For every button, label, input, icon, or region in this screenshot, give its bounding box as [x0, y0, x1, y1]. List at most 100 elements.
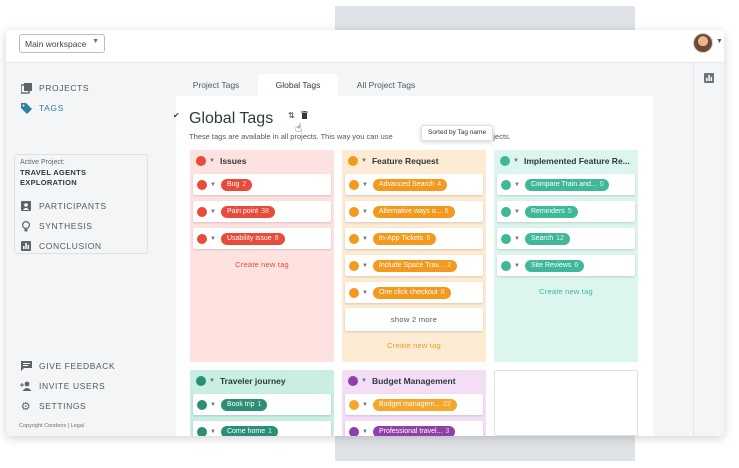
tag-pill[interactable]: Pain point 38 — [220, 205, 275, 218]
chevron-down-icon[interactable]: ▼ — [362, 428, 368, 435]
tag-color-dot[interactable] — [349, 426, 359, 436]
tag-card[interactable]: ▼ Bug 2 — [193, 174, 331, 195]
tag-color-dot[interactable] — [349, 179, 359, 190]
tag-color-dot[interactable] — [197, 179, 207, 190]
new-group-placeholder[interactable] — [494, 370, 638, 436]
tag-pill[interactable]: Professional travel... 3 — [372, 425, 456, 436]
sidebar-item-participants[interactable]: PARTICIPANTS — [20, 196, 142, 216]
tag-pill[interactable]: Include Space Trav... 2 — [372, 259, 457, 272]
chevron-down-icon[interactable]: ▼ — [514, 235, 520, 242]
chevron-down-icon[interactable]: ▼ — [514, 208, 520, 215]
tag-color-dot[interactable] — [349, 233, 359, 244]
chevron-down-icon[interactable]: ▼ — [209, 378, 215, 384]
sort-icon[interactable]: ⇅ — [288, 111, 295, 120]
chevron-down-icon[interactable]: ▼ — [361, 158, 367, 164]
create-new-tag-link[interactable]: Create new tag — [387, 341, 441, 350]
sidebar-item-projects[interactable]: PROJECTS — [20, 78, 89, 98]
tag-card[interactable]: ▼ Include Space Trav... 2 — [345, 255, 483, 276]
tag-card[interactable]: ▼ Usability issue 8 — [193, 228, 331, 249]
tag-color-dot[interactable] — [349, 260, 359, 271]
chevron-down-icon[interactable]: ▼ — [362, 262, 368, 269]
tag-pill[interactable]: Advanced Search 4 — [372, 178, 448, 191]
tag-card[interactable]: ▼ Professional travel... 3 — [345, 421, 483, 436]
tag-pill[interactable]: Budget managem... 22 — [372, 398, 457, 411]
workspace-select[interactable]: Main workspace ▼ — [19, 34, 105, 53]
chevron-down-icon[interactable]: ▼ — [362, 235, 368, 242]
chevron-down-icon[interactable]: ▼ — [716, 38, 723, 45]
group-color-dot[interactable] — [348, 376, 358, 386]
chevron-down-icon[interactable]: ▼ — [513, 158, 519, 164]
tag-color-dot[interactable] — [501, 260, 511, 271]
group-color-dot[interactable] — [500, 156, 510, 166]
tag-pill[interactable]: Compare Train and... 0 — [524, 178, 609, 191]
tag-pill[interactable]: Alternative ways o... 6 — [372, 205, 455, 218]
chevron-down-icon[interactable]: ▼ — [362, 289, 368, 296]
check-icon[interactable]: ✔ — [173, 111, 180, 120]
tag-pill[interactable]: Book trip 1 — [220, 398, 268, 411]
tab-project-tags[interactable]: Project Tags — [192, 80, 240, 90]
chart-icon[interactable] — [704, 73, 714, 83]
tag-color-dot[interactable] — [197, 426, 207, 436]
chevron-down-icon[interactable]: ▼ — [362, 181, 368, 188]
tag-color-dot[interactable] — [197, 206, 207, 217]
tab-global-tags[interactable]: Global Tags — [258, 74, 338, 96]
show-more-button[interactable]: show 2 more — [345, 308, 483, 331]
group-color-dot[interactable] — [196, 156, 206, 166]
create-new-tag-link[interactable]: Create new tag — [235, 260, 289, 269]
chevron-down-icon[interactable]: ▼ — [514, 181, 520, 188]
chevron-down-icon[interactable]: ▼ — [210, 208, 216, 215]
tag-color-dot[interactable] — [501, 233, 511, 244]
tag-color-dot[interactable] — [501, 206, 511, 217]
tag-color-dot[interactable] — [501, 179, 511, 190]
tag-color-dot[interactable] — [349, 206, 359, 217]
chevron-down-icon[interactable]: ▼ — [210, 181, 216, 188]
tag-color-dot[interactable] — [349, 287, 359, 298]
tag-group-name[interactable]: Feature Request — [371, 156, 439, 166]
sidebar-item-tags[interactable]: TAGS — [20, 98, 89, 118]
tag-card[interactable]: ▼ Budget managem... 22 — [345, 394, 483, 415]
avatar[interactable] — [693, 33, 713, 53]
chevron-down-icon[interactable]: ▼ — [361, 378, 367, 384]
tag-color-dot[interactable] — [197, 233, 207, 244]
sidebar-item-conclusion[interactable]: CONCLUSION — [20, 236, 142, 256]
create-new-tag-link[interactable]: Create new tag — [539, 287, 593, 296]
tag-card[interactable]: ▼ Alternative ways o... 6 — [345, 201, 483, 222]
tag-group-name[interactable]: Implemented Feature Re... — [523, 156, 630, 166]
tag-pill[interactable]: Usability issue 8 — [220, 232, 285, 245]
tag-color-dot[interactable] — [349, 399, 359, 410]
tag-group-name[interactable]: Traveler journey — [219, 376, 286, 386]
trash-icon[interactable] — [300, 111, 308, 121]
chevron-down-icon[interactable]: ▼ — [210, 401, 216, 408]
tag-group-name[interactable]: Budget Management — [371, 376, 456, 386]
tag-pill[interactable]: Bug 2 — [220, 178, 253, 191]
tag-card[interactable]: ▼ Pain point 38 — [193, 201, 331, 222]
tag-card[interactable]: ▼ Book trip 1 — [193, 394, 331, 415]
sidebar-item-synthesis[interactable]: SYNTHESIS — [20, 216, 142, 236]
group-color-dot[interactable] — [348, 156, 358, 166]
tag-color-dot[interactable] — [197, 399, 207, 410]
tag-pill[interactable]: Search 12 — [524, 232, 570, 245]
tag-pill[interactable]: Site Reviews 6 — [524, 259, 585, 272]
chevron-down-icon[interactable]: ▼ — [209, 158, 215, 164]
tag-card[interactable]: ▼ Search 12 — [497, 228, 635, 249]
tag-pill[interactable]: Come home 1 — [220, 425, 278, 436]
tag-pill[interactable]: In-App Tickets 6 — [372, 232, 437, 245]
tag-card[interactable]: ▼ One click checkout 8 — [345, 282, 483, 303]
group-color-dot[interactable] — [196, 376, 206, 386]
chevron-down-icon[interactable]: ▼ — [362, 401, 368, 408]
tag-pill[interactable]: Reminders 5 — [524, 205, 578, 218]
tag-group-name[interactable]: Issues — [219, 156, 247, 166]
chevron-down-icon[interactable]: ▼ — [362, 208, 368, 215]
tag-card[interactable]: ▼ Reminders 5 — [497, 201, 635, 222]
tab-all-project-tags[interactable]: All Project Tags — [356, 80, 416, 90]
tag-card[interactable]: ▼ Come home 1 — [193, 421, 331, 436]
tag-card[interactable]: ▼ Compare Train and... 0 — [497, 174, 635, 195]
tag-pill[interactable]: One click checkout 8 — [372, 286, 451, 299]
sidebar-item-feedback[interactable]: GIVE FEEDBACK — [20, 356, 115, 376]
chevron-down-icon[interactable]: ▼ — [210, 235, 216, 242]
tag-card[interactable]: ▼ Site Reviews 6 — [497, 255, 635, 276]
chevron-down-icon[interactable]: ▼ — [210, 428, 216, 435]
tag-card[interactable]: ▼ Advanced Search 4 — [345, 174, 483, 195]
sidebar-item-settings[interactable]: ⚙ SETTINGS — [20, 396, 115, 416]
sidebar-item-invite[interactable]: INVITE USERS — [20, 376, 115, 396]
